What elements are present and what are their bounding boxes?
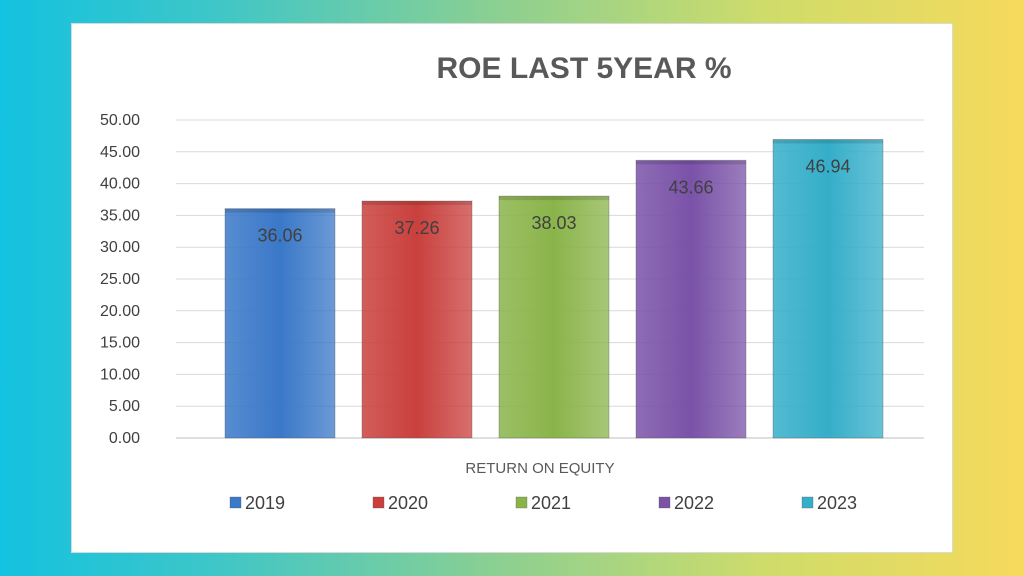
y-axis-ticks: 0.00 5.00 10.00 15.00 20.00 25.00 30.00 35.00 40… (100, 112, 140, 447)
y-tick-label: 35.00 (100, 207, 140, 224)
chart-card: ROE LAST 5YEAR % 0.00 5.00 10.00 15.00 20.00… (72, 24, 952, 552)
data-label-2021: 38.03 (531, 213, 576, 233)
bar-bevel (499, 196, 609, 201)
x-axis-label: RETURN ON EQUITY (465, 460, 614, 477)
legend-label-2021: 2021 (531, 493, 571, 513)
data-label-2023: 46.94 (805, 156, 850, 176)
bar-2019 (224, 208, 336, 439)
legend-swatch-2019 (229, 496, 242, 509)
chart-title: ROE LAST 5YEAR % (436, 52, 731, 85)
bar-bevel (773, 139, 883, 144)
y-tick-label: 30.00 (100, 239, 140, 256)
bar-bevel (362, 201, 472, 206)
y-tick-label: 10.00 (100, 366, 140, 383)
bar-2023 (772, 138, 884, 439)
y-tick-label: 15.00 (100, 335, 140, 352)
bars (224, 138, 884, 439)
data-label-2019: 36.06 (257, 226, 302, 246)
y-tick-label: 50.00 (100, 112, 140, 129)
bar-2020 (361, 200, 473, 439)
legend-swatch-2023 (801, 496, 814, 509)
legend-label-2019: 2019 (245, 493, 285, 513)
legend-label-2022: 2022 (674, 493, 714, 513)
legend-label-2020: 2020 (388, 493, 428, 513)
y-tick-label: 5.00 (109, 398, 140, 415)
data-label-2022: 43.66 (668, 177, 713, 197)
y-tick-label: 0.00 (109, 430, 140, 447)
bar-bevel (225, 208, 335, 213)
bar-bevel (636, 160, 746, 165)
legend-swatch-2020 (372, 496, 385, 509)
legend-label-2023: 2023 (817, 493, 857, 513)
data-labels: 36.06 37.26 38.03 43.66 46.94 (257, 156, 850, 245)
legend-swatch-2022 (658, 496, 671, 509)
y-tick-label: 20.00 (100, 303, 140, 320)
bar-2022 (635, 159, 747, 439)
legend: 2019 2020 2021 2022 2023 (229, 493, 857, 513)
y-tick-label: 40.00 (100, 176, 140, 193)
roe-bar-chart: ROE LAST 5YEAR % 0.00 5.00 10.00 15.00 20.00… (100, 52, 924, 513)
y-tick-label: 45.00 (100, 144, 140, 161)
y-tick-label: 25.00 (100, 271, 140, 288)
data-label-2020: 37.26 (394, 218, 439, 238)
legend-swatch-2021 (515, 496, 528, 509)
bar-2021 (498, 195, 610, 439)
